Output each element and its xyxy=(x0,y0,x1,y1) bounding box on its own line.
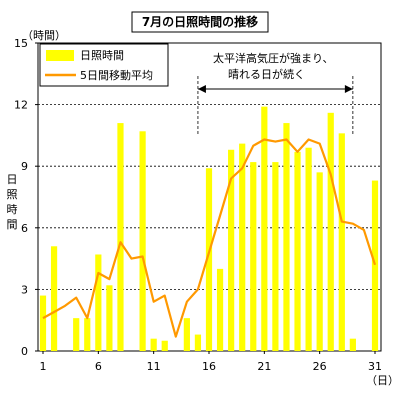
y-tick-label: 3 xyxy=(21,283,28,296)
bar-layer xyxy=(39,106,379,352)
sunshine-bar xyxy=(239,143,246,351)
sunshine-bar xyxy=(205,168,213,351)
sunshine-bar xyxy=(117,123,124,351)
y-tick-label: 15 xyxy=(14,37,28,50)
sunshine-bar xyxy=(183,318,190,351)
sunshine-bar xyxy=(106,285,113,351)
sunshine-bar xyxy=(305,147,312,351)
sunshine-bar xyxy=(261,106,268,351)
sunshine-bar xyxy=(194,334,202,351)
y-axis-label-char: 照 xyxy=(7,188,18,201)
x-tick-label: 11 xyxy=(147,360,161,373)
x-tick-label: 26 xyxy=(313,360,327,373)
y-tick-label: 0 xyxy=(21,345,28,358)
y-axis-label: 日照時間 xyxy=(7,173,18,231)
x-tick-label: 16 xyxy=(202,360,216,373)
sunshine-bar xyxy=(316,172,323,351)
sunshine-bar xyxy=(294,151,301,351)
title-box xyxy=(131,11,269,33)
title-text: 7月の日照時間の推移 xyxy=(142,14,258,29)
sunshine-bar xyxy=(228,149,235,351)
x-tick-label: 21 xyxy=(257,360,271,373)
sunshine-bar xyxy=(139,131,146,351)
sunshine-bar xyxy=(327,112,334,352)
sunshine-bar xyxy=(250,162,257,351)
sunshine-bar xyxy=(150,338,157,351)
y-unit-label: （時間） xyxy=(22,29,66,42)
x-axis-ticks: 1 6 11 16 21 26 31 xyxy=(40,351,382,373)
y-tick-label: 9 xyxy=(21,160,28,173)
sunshine-bar xyxy=(216,268,224,351)
sunshine-bar xyxy=(349,338,356,351)
y-tick-label: 6 xyxy=(21,222,28,235)
sunshine-bar xyxy=(73,318,80,351)
sunshine-bar xyxy=(161,340,168,351)
y-axis-ticks: 0 3 6 9 12 15 xyxy=(14,37,38,358)
line-layer xyxy=(42,138,377,338)
sunshine-bar xyxy=(338,133,345,351)
sunshine-bar xyxy=(283,123,290,351)
x-unit-label: （日） xyxy=(366,374,399,387)
annotation-arrow-left xyxy=(197,85,206,93)
x-tick-label: 1 xyxy=(40,360,47,373)
y-axis-label-char: 日 xyxy=(7,173,18,186)
sunshine-bar xyxy=(272,162,279,351)
sunshine-bar xyxy=(39,295,47,351)
annotation-line2: 晴れる日が続く xyxy=(228,67,305,81)
annotation: 太平洋高気圧が強まり、 晴れる日が続く xyxy=(197,51,354,135)
sunshine-bar xyxy=(50,246,58,351)
annotation-line1: 太平洋高気圧が強まり、 xyxy=(213,51,334,65)
annotation-arrow-right xyxy=(344,85,353,93)
chart-title: 7月の日照時間の推移 xyxy=(131,11,269,33)
legend: 日照時間 5日間移動平均 xyxy=(39,43,169,87)
y-axis-label-char: 時 xyxy=(7,203,18,216)
legend-bar-label: 日照時間 xyxy=(80,49,124,62)
y-axis-label-char: 間 xyxy=(7,218,18,231)
legend-line-label: 5日間移動平均 xyxy=(80,68,153,82)
x-tick-label: 6 xyxy=(95,360,102,373)
x-tick-label: 31 xyxy=(368,360,382,373)
sunshine-bar xyxy=(84,318,91,351)
sunshine-bar xyxy=(371,180,379,351)
sunshine-bar xyxy=(95,254,102,351)
moving-average-line xyxy=(42,138,377,338)
legend-bar-swatch xyxy=(46,50,74,61)
y-tick-label: 12 xyxy=(14,99,28,112)
